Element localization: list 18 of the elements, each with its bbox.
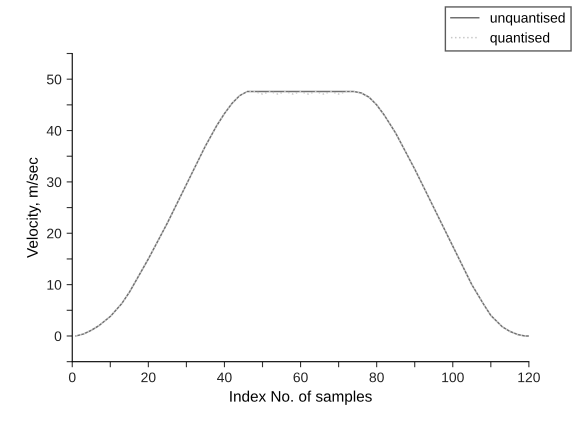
y-tick-label: 10 — [47, 280, 62, 290]
y-tick-label: 20 — [47, 228, 62, 238]
line-series — [75, 90, 529, 337]
x-tick-label: 80 — [370, 372, 384, 382]
x-tick-label: 20 — [141, 372, 156, 382]
y-tick-label: 40 — [46, 126, 62, 136]
x-tick-label: 100 — [442, 372, 464, 382]
y-axis-title: Velocity, m/sec — [26, 158, 41, 258]
x-tick-label: 120 — [518, 372, 540, 382]
x-tick-label: 40 — [217, 372, 232, 382]
y-tick-label: 50 — [46, 74, 62, 84]
legend-label: unquantised — [490, 12, 565, 26]
y-tick-label: 0 — [54, 331, 62, 342]
x-tick-label: 60 — [294, 372, 308, 382]
x-axis-title: Index No. of samples — [230, 390, 372, 405]
legend-label: quantised — [490, 32, 550, 46]
y-tick-label: 30 — [46, 177, 62, 188]
x-tick-label: 0 — [68, 372, 76, 382]
